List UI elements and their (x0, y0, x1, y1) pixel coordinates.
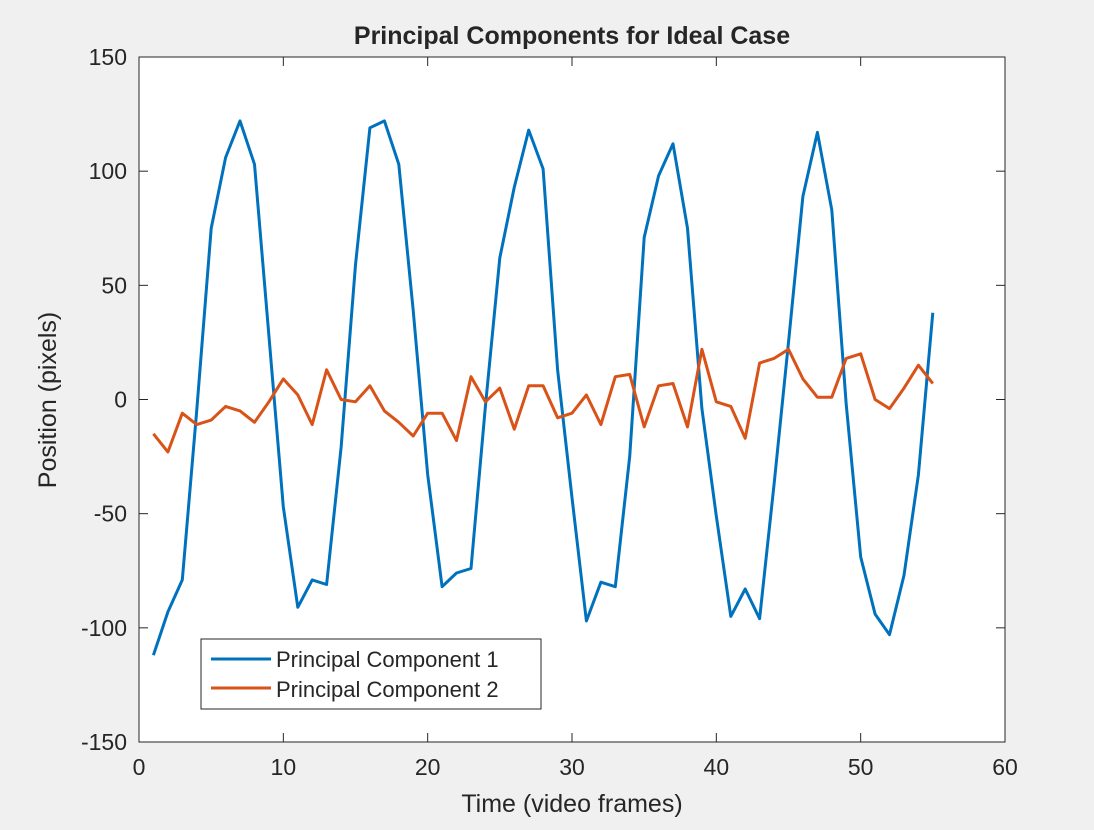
y-tick-label: -150 (81, 729, 127, 755)
series-layer (151, 119, 935, 656)
legend: Principal Component 1 Principal Componen… (200, 638, 542, 710)
x-tick-label: 20 (415, 754, 441, 780)
series-line-principal-component-2 (152, 347, 934, 454)
x-tick-label: 10 (271, 754, 297, 780)
x-tick-label: 0 (133, 754, 146, 780)
x-axis-label: Time (video frames) (461, 790, 682, 818)
plot-area (139, 57, 1005, 742)
y-tick-label: 150 (89, 44, 127, 70)
y-axis-label: Position (pixels) (34, 312, 62, 488)
x-tick-label: 40 (704, 754, 730, 780)
legend-entry-principal-component-2: Principal Component 2 (276, 677, 499, 702)
y-tick-label: -50 (94, 501, 127, 527)
x-tick-label: 60 (992, 754, 1018, 780)
x-tick-label: 50 (848, 754, 874, 780)
y-tick-label: 100 (89, 158, 127, 184)
axes-layer: 0 10 20 30 40 50 60 -150 -100 -50 0 50 100 150 (81, 44, 1018, 780)
y-tick-label: 50 (101, 272, 127, 298)
legend-box (200, 638, 542, 710)
y-tick-label: -100 (81, 615, 127, 641)
chart-title: Principal Components for Ideal Case (354, 22, 790, 50)
legend-entry-principal-component-1: Principal Component 1 (276, 647, 499, 672)
y-tick-label: 0 (114, 387, 127, 413)
x-tick-label: 30 (559, 754, 585, 780)
series-line-principal-component-1 (151, 119, 935, 656)
